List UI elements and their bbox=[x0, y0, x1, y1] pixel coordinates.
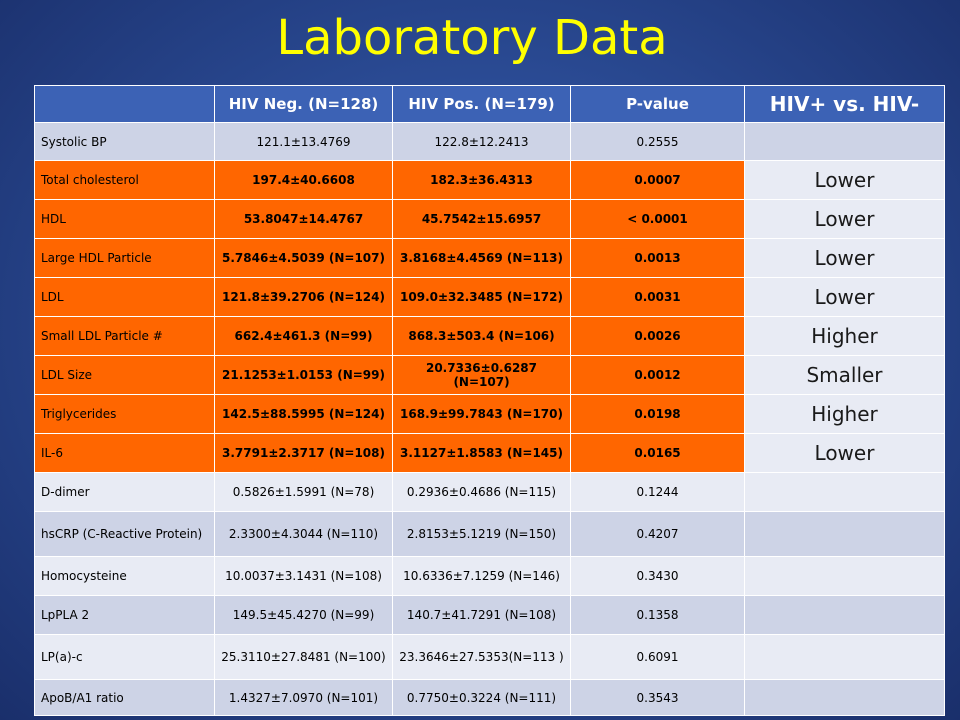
hiv-neg-value: 25.3110±27.8481 (N=100) bbox=[214, 634, 393, 680]
table-body: Systolic BP 121.1±13.4769 122.8±12.2413 0.2… bbox=[34, 122, 945, 716]
hiv-pos-value: 168.9±99.7843 (N=170) bbox=[392, 394, 571, 434]
hiv-pos-value: 109.0±32.3485 (N=172) bbox=[392, 277, 571, 317]
slide-title: Laboratory Data bbox=[276, 10, 668, 66]
hiv-pos-value: 0.2936±0.4686 (N=115) bbox=[392, 472, 571, 512]
p-value: 0.1244 bbox=[570, 472, 745, 512]
p-value: 0.0026 bbox=[570, 316, 745, 356]
p-value: 0.3430 bbox=[570, 556, 745, 596]
row-label: D-dimer bbox=[34, 472, 215, 512]
hiv-pos-value: 2.8153±5.1219 (N=150) bbox=[392, 511, 571, 557]
hiv-neg-value: 53.8047±14.4767 bbox=[214, 199, 393, 239]
hiv-pos-value: 23.3646±27.5353(N=113 ) bbox=[392, 634, 571, 680]
p-value: 0.0198 bbox=[570, 394, 745, 434]
row-label: IL-6 bbox=[34, 433, 215, 473]
table-row: Large HDL Particle 5.7846±4.5039 (N=107) 3… bbox=[34, 238, 945, 278]
hiv-pos-value: 140.7±41.7291 (N=108) bbox=[392, 595, 571, 635]
p-value: 0.0031 bbox=[570, 277, 745, 317]
comparison-value bbox=[744, 122, 945, 161]
comparison-value: Lower bbox=[744, 199, 945, 239]
table-row: HDL 53.8047±14.4767 45.7542±15.6957 < 0.000… bbox=[34, 199, 945, 239]
header-comparison: HIV+ vs. HIV- bbox=[744, 85, 945, 123]
p-value: 0.2555 bbox=[570, 122, 745, 161]
row-label: Small LDL Particle # bbox=[34, 316, 215, 356]
row-label: Homocysteine bbox=[34, 556, 215, 596]
comparison-value bbox=[744, 511, 945, 557]
row-label: LDL bbox=[34, 277, 215, 317]
table-row: LP(a)-c 25.3110±27.8481 (N=100) 23.3646±27… bbox=[34, 634, 945, 680]
hiv-neg-value: 5.7846±4.5039 (N=107) bbox=[214, 238, 393, 278]
table-row: hsCRP (C-Reactive Protein) 2.3300±4.3044 … bbox=[34, 511, 945, 557]
hiv-neg-value: 142.5±88.5995 (N=124) bbox=[214, 394, 393, 434]
comparison-value: Lower bbox=[744, 277, 945, 317]
header-blank bbox=[34, 85, 215, 123]
table-row: LDL 121.8±39.2706 (N=124) 109.0±32.3485 (N… bbox=[34, 277, 945, 317]
row-label: LDL Size bbox=[34, 355, 215, 395]
table-row: ApoB/A1 ratio 1.4327±7.0970 (N=101) 0.7750… bbox=[34, 679, 945, 716]
hiv-pos-value: 3.1127±1.8583 (N=145) bbox=[392, 433, 571, 473]
row-label: LP(a)-c bbox=[34, 634, 215, 680]
hiv-neg-value: 21.1253±1.0153 (N=99) bbox=[214, 355, 393, 395]
hiv-neg-value: 662.4±461.3 (N=99) bbox=[214, 316, 393, 356]
comparison-value: Lower bbox=[744, 160, 945, 200]
hiv-pos-value: 20.7336±0.6287 (N=107) bbox=[392, 355, 571, 395]
row-label: ApoB/A1 ratio bbox=[34, 679, 215, 716]
comparison-value bbox=[744, 556, 945, 596]
table-row: D-dimer 0.5826±1.5991 (N=78) 0.2936±0.4686… bbox=[34, 472, 945, 512]
comparison-value bbox=[744, 595, 945, 635]
hiv-pos-value: 122.8±12.2413 bbox=[392, 122, 571, 161]
row-label: LpPLA 2 bbox=[34, 595, 215, 635]
table-row: Triglycerides 142.5±88.5995 (N=124) 168.9±… bbox=[34, 394, 945, 434]
comparison-value bbox=[744, 472, 945, 512]
row-label: Total cholesterol bbox=[34, 160, 215, 200]
hiv-neg-value: 1.4327±7.0970 (N=101) bbox=[214, 679, 393, 716]
header-hiv-neg: HIV Neg. (N=128) bbox=[214, 85, 393, 123]
p-value: 0.0012 bbox=[570, 355, 745, 395]
row-label: hsCRP (C-Reactive Protein) bbox=[34, 511, 215, 557]
comparison-value: Lower bbox=[744, 238, 945, 278]
p-value: 0.1358 bbox=[570, 595, 745, 635]
p-value: 0.3543 bbox=[570, 679, 745, 716]
comparison-value: Smaller bbox=[744, 355, 945, 395]
hiv-neg-value: 197.4±40.6608 bbox=[214, 160, 393, 200]
table-row: Systolic BP 121.1±13.4769 122.8±12.2413 0.2… bbox=[34, 122, 945, 161]
row-label: Triglycerides bbox=[34, 394, 215, 434]
table-row: Total cholesterol 197.4±40.6608 182.3±36.4… bbox=[34, 160, 945, 200]
hiv-neg-value: 121.8±39.2706 (N=124) bbox=[214, 277, 393, 317]
row-label: Systolic BP bbox=[34, 122, 215, 161]
hiv-pos-value: 10.6336±7.1259 (N=146) bbox=[392, 556, 571, 596]
comparison-value bbox=[744, 679, 945, 716]
hiv-neg-value: 121.1±13.4769 bbox=[214, 122, 393, 161]
hiv-neg-value: 0.5826±1.5991 (N=78) bbox=[214, 472, 393, 512]
p-value: 0.6091 bbox=[570, 634, 745, 680]
comparison-value: Higher bbox=[744, 394, 945, 434]
hiv-pos-value: 3.8168±4.4569 (N=113) bbox=[392, 238, 571, 278]
hiv-pos-value: 182.3±36.4313 bbox=[392, 160, 571, 200]
header-hiv-pos: HIV Pos. (N=179) bbox=[392, 85, 571, 123]
comparison-value bbox=[744, 634, 945, 680]
hiv-pos-value: 868.3±503.4 (N=106) bbox=[392, 316, 571, 356]
hiv-pos-value: 0.7750±0.3224 (N=111) bbox=[392, 679, 571, 716]
table-row: LpPLA 2 149.5±45.4270 (N=99) 140.7±41.7291… bbox=[34, 595, 945, 635]
hiv-neg-value: 3.7791±2.3717 (N=108) bbox=[214, 433, 393, 473]
comparison-value: Lower bbox=[744, 433, 945, 473]
hiv-neg-value: 149.5±45.4270 (N=99) bbox=[214, 595, 393, 635]
p-value: < 0.0001 bbox=[570, 199, 745, 239]
table-row: LDL Size 21.1253±1.0153 (N=99) 20.7336±0.6… bbox=[34, 355, 945, 395]
p-value: 0.0007 bbox=[570, 160, 745, 200]
header-p-value: P-value bbox=[570, 85, 745, 123]
comparison-value: Higher bbox=[744, 316, 945, 356]
hiv-neg-value: 10.0037±3.1431 (N=108) bbox=[214, 556, 393, 596]
p-value: 0.0013 bbox=[570, 238, 745, 278]
lab-data-table: HIV Neg. (N=128) HIV Pos. (N=179) P-valu… bbox=[34, 85, 945, 716]
p-value: 0.0165 bbox=[570, 433, 745, 473]
row-label: HDL bbox=[34, 199, 215, 239]
table-row: Small LDL Particle #662.4±461.3 (N=99) 86… bbox=[34, 316, 945, 356]
hiv-neg-value: 2.3300±4.3044 (N=110) bbox=[214, 511, 393, 557]
table-row: IL-6 3.7791±2.3717 (N=108) 3.1127±1.8583 (… bbox=[34, 433, 945, 473]
table-header-row: HIV Neg. (N=128) HIV Pos. (N=179) P-valu… bbox=[34, 85, 945, 123]
hiv-pos-value: 45.7542±15.6957 bbox=[392, 199, 571, 239]
table-row: Homocysteine 10.0037±3.1431 (N=108) 10.633… bbox=[34, 556, 945, 596]
row-label: Large HDL Particle bbox=[34, 238, 215, 278]
p-value: 0.4207 bbox=[570, 511, 745, 557]
